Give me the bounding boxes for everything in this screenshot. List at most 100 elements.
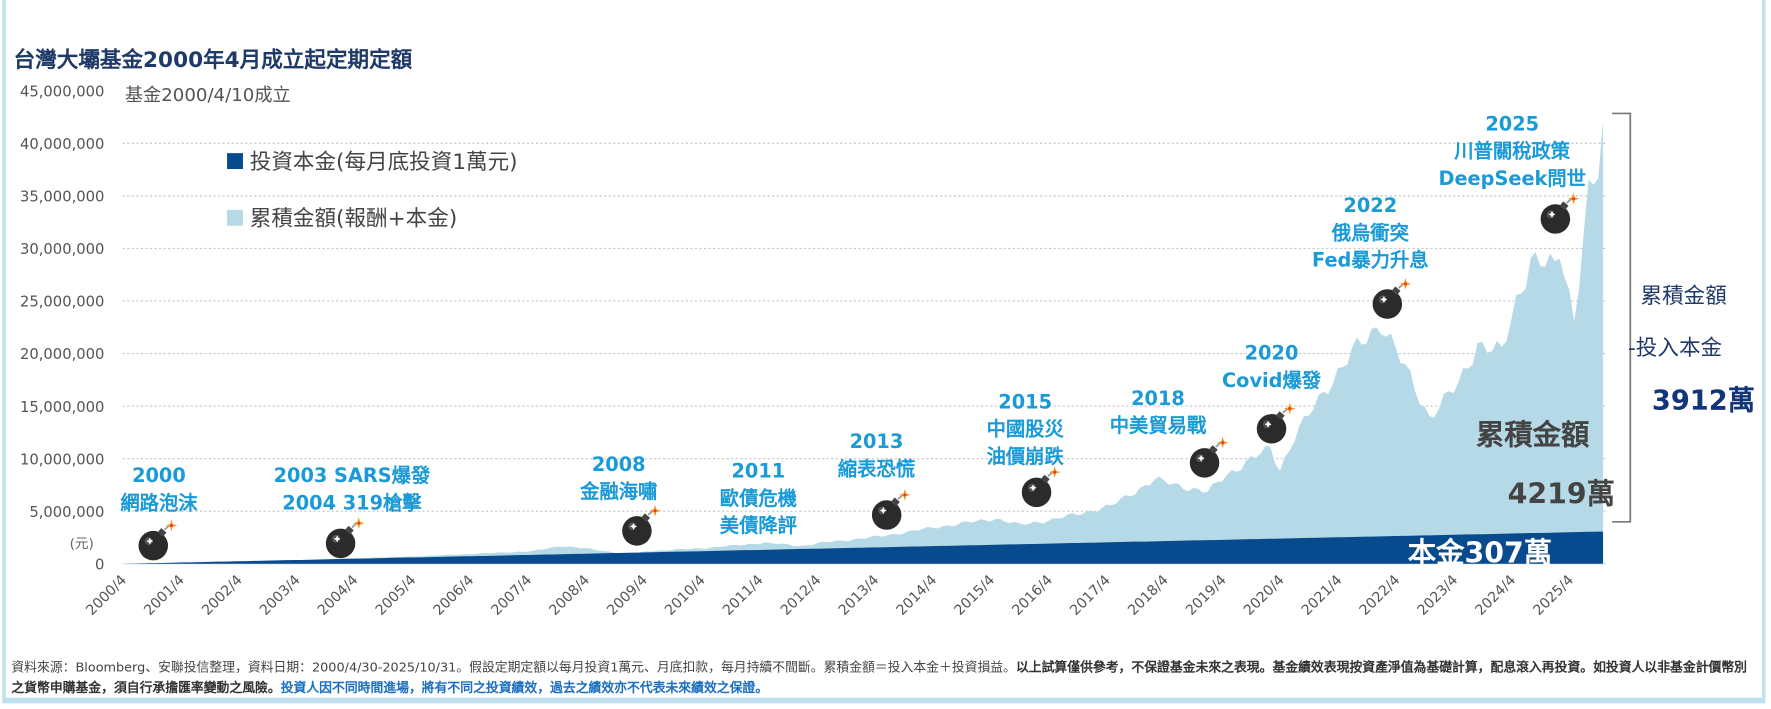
- annotation-line: 中美貿易戰: [1109, 415, 1207, 438]
- principal-amount-label: 本金307萬: [1407, 536, 1553, 570]
- y-tick-label: 40,000,000: [20, 136, 104, 153]
- x-tick-label: 2000/4: [83, 572, 130, 619]
- cumulative-amount-label: 累積金額: [1475, 418, 1590, 452]
- y-axis: 0 5,000,000 10,000,000 15,000,000 20,000,000…: [20, 83, 104, 573]
- x-tick-label: 2013/4: [836, 572, 883, 619]
- series-areas: [127, 120, 1604, 564]
- annotation-line: 2000: [132, 465, 186, 488]
- annotation-line: DeepSeek問世: [1438, 167, 1586, 191]
- annotation-line: 歐債危機: [719, 487, 797, 511]
- x-tick-label: 2016/4: [1009, 572, 1056, 619]
- x-tick-label: 2008/4: [546, 572, 593, 619]
- difference-label-line2: -投入本金: [1628, 335, 1723, 361]
- x-tick-label: 2018/4: [1125, 572, 1172, 619]
- x-tick-label: 2015/4: [952, 572, 999, 619]
- x-tick-label: 2002/4: [199, 572, 246, 619]
- annotation-2015: 2015 中國股災 油價崩跌: [987, 389, 1064, 471]
- x-tick-label: 2017/4: [1067, 572, 1114, 619]
- annotation-line: 2020: [1244, 342, 1299, 366]
- annotation-line: 2003 SARS爆發: [273, 465, 431, 488]
- principal-area: [127, 531, 1604, 564]
- difference-label-line1: 累積金額: [1640, 283, 1727, 309]
- y-tick-label: 0: [95, 556, 104, 573]
- chart-title: 台灣大壩基金2000年4月成立起定期定額: [13, 47, 413, 73]
- x-tick-label: 2022/4: [1357, 572, 1404, 619]
- x-tick-label: 2004/4: [315, 572, 362, 619]
- annotation-line: 2004 319槍擊: [282, 492, 422, 516]
- x-tick-label: 2020/4: [1241, 572, 1288, 619]
- x-tick-label: 2023/4: [1415, 572, 1462, 619]
- x-tick-label: 2010/4: [662, 572, 709, 619]
- annotation-line: 油價崩跌: [986, 445, 1064, 469]
- annotation-line: 2018: [1131, 387, 1185, 411]
- annotation-2018: 2018 中美貿易戰: [1110, 386, 1207, 440]
- disclaimer-bold: 以上試算僅供參考，不保證基金未來之表現。基金績效表現按資產淨值為基礎計算，配息滾…: [11, 660, 1748, 696]
- x-tick-label: 2007/4: [489, 572, 536, 619]
- annotation-line: 縮表恐慌: [837, 458, 916, 481]
- x-tick-label: 2009/4: [604, 572, 651, 619]
- legend-item-principal: 投資本金(每月底投資1萬元): [227, 145, 518, 176]
- x-tick-label: 2003/4: [257, 572, 304, 619]
- x-tick-label: 2019/4: [1183, 572, 1230, 619]
- fund-inception-note: 基金2000/4/10成立: [124, 83, 291, 106]
- annotation-2025: 2025 川普關稅政策 DeepSeek問世: [1438, 111, 1586, 193]
- annotation-2013: 2013 縮表恐慌: [838, 429, 915, 483]
- bomb-icon: [618, 504, 663, 550]
- legend-swatch: [227, 209, 243, 226]
- bracket: [1612, 112, 1632, 523]
- bomb-icon: [1017, 466, 1062, 511]
- annotation-line: 2011: [731, 460, 786, 484]
- annotation-line: 川普關稅政策: [1454, 140, 1571, 164]
- annotation-2000: 2000 網路泡沫: [120, 463, 197, 517]
- bomb-icon: [1185, 436, 1230, 482]
- annotation-2003: 2003 SARS爆發 2004 319槍擊: [274, 463, 431, 517]
- annotation-line: 美債降評: [719, 515, 797, 538]
- y-unit-label: (元): [70, 536, 94, 552]
- annotation-line: 中國股災: [986, 418, 1064, 442]
- x-tick-label: 2012/4: [778, 572, 825, 619]
- bomb-icon: [1368, 277, 1413, 323]
- annotation-2020: 2020 Covid爆發: [1222, 340, 1321, 394]
- cumulative-area: [127, 120, 1604, 564]
- bomb-icon: [134, 519, 179, 565]
- annotation-2008: 2008 金融海嘯: [580, 451, 657, 505]
- x-tick-label: 2021/4: [1299, 572, 1346, 619]
- annotation-line: 2025: [1485, 113, 1540, 137]
- x-tick-label: 2014/4: [894, 572, 941, 619]
- legend-item-cumulative: 累積金額(報酬+本金): [227, 202, 457, 233]
- legend-swatch: [227, 152, 243, 169]
- annotation-line: 2013: [849, 431, 904, 454]
- cumulative-amount-value: 4219萬: [1507, 477, 1616, 511]
- annotation-line: Fed暴力升息: [1312, 249, 1429, 273]
- annotation-line: 2022: [1343, 195, 1398, 218]
- x-tick-label: 2024/4: [1472, 572, 1519, 619]
- y-tick-label: 5,000,000: [29, 504, 104, 521]
- y-tick-label: 35,000,000: [20, 189, 104, 206]
- disclaimer-footer: 資料來源：Bloomberg、安聯投信整理，資料日期：2000/4/30-202…: [11, 658, 1759, 699]
- bomb-icon: [867, 488, 912, 534]
- x-tick-label: 2011/4: [720, 572, 767, 619]
- disclaimer-blue: 投資人因不同時間進場，將有不同之投資績效，過去之績效亦不代表未來績效之保證。: [280, 680, 769, 696]
- annotation-2011: 2011 歐債危機 美債降評: [720, 458, 797, 540]
- y-tick-label: 15,000,000: [20, 399, 104, 416]
- x-tick-label: 2006/4: [431, 572, 478, 619]
- annotation-2022: 2022 俄烏衝突 Fed暴力升息: [1312, 193, 1429, 275]
- x-axis: 2000/4 2001/4 2002/4 2003/4 2004/4 2005/4 2006…: [83, 572, 1577, 619]
- annotation-line: 網路泡沫: [120, 492, 198, 516]
- disclaimer-source: 資料來源：Bloomberg、安聯投信整理，資料日期：2000/4/30-202…: [11, 660, 1016, 675]
- x-tick-label: 2005/4: [373, 572, 420, 619]
- y-tick-label: 45,000,000: [20, 83, 104, 100]
- difference-value: 3912萬: [1651, 384, 1755, 417]
- y-tick-label: 25,000,000: [20, 294, 104, 311]
- annotation-line: 2008: [591, 453, 646, 477]
- y-tick-label: 30,000,000: [20, 241, 104, 258]
- annotation-line: Covid爆發: [1222, 369, 1322, 393]
- bomb-icon: [1252, 402, 1297, 448]
- y-tick-label: 10,000,000: [20, 451, 104, 468]
- annotation-line: 金融海嘯: [580, 480, 658, 504]
- bomb-icon: [321, 517, 366, 562]
- annotation-line: 2015: [998, 391, 1053, 415]
